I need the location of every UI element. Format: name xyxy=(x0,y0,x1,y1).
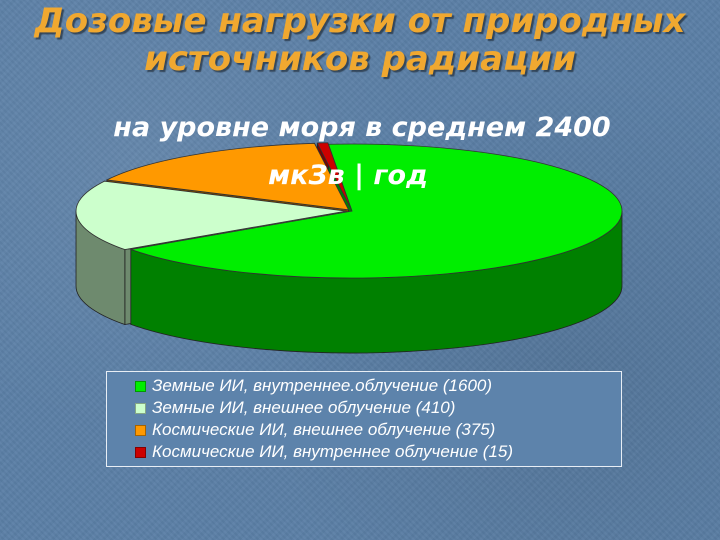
chart-legend: Земные ИИ, внутреннее.облучение (1600) З… xyxy=(106,371,622,467)
legend-label: Земные ИИ, внутреннее.облучение (1600) xyxy=(152,376,493,395)
legend-swatch xyxy=(135,446,146,458)
slide-title-line-2: источников радиации xyxy=(144,39,576,79)
legend-item: Космические ИИ, внутреннее облучение (15… xyxy=(135,441,621,463)
slide-title-line-1: Дозовые нагрузки от природных xyxy=(34,1,686,41)
legend-swatch xyxy=(135,380,146,392)
chart-title-line-2: мкЗв | год xyxy=(268,160,428,191)
legend-item: Земные ИИ, внешнее облучение (410) xyxy=(135,397,621,419)
slide-title: Дозовые нагрузки от природных источников… xyxy=(0,2,720,78)
pie-slice-3 xyxy=(105,142,350,211)
legend-label: Космические ИИ, внешнее облучение (375) xyxy=(152,420,496,439)
pie-chart: на уровне моря в среднем 2400 мкЗв | год xyxy=(75,112,623,354)
pie-slice-2 xyxy=(75,180,347,250)
pie-slice-1 xyxy=(129,143,623,279)
pie-slice-4 xyxy=(316,142,352,210)
legend-swatch xyxy=(135,402,146,414)
legend-label: Земные ИИ, внешнее облучение (410) xyxy=(152,398,456,417)
legend-label: Космические ИИ, внутреннее облучение (15… xyxy=(152,442,514,461)
legend-item: Космические ИИ, внешнее облучение (375) xyxy=(135,419,621,441)
chart-title-line-1: на уровне моря в среднем 2400 xyxy=(113,112,610,143)
legend-swatch xyxy=(135,424,146,436)
legend-item: Земные ИИ, внутреннее.облучение (1600) xyxy=(135,375,621,397)
